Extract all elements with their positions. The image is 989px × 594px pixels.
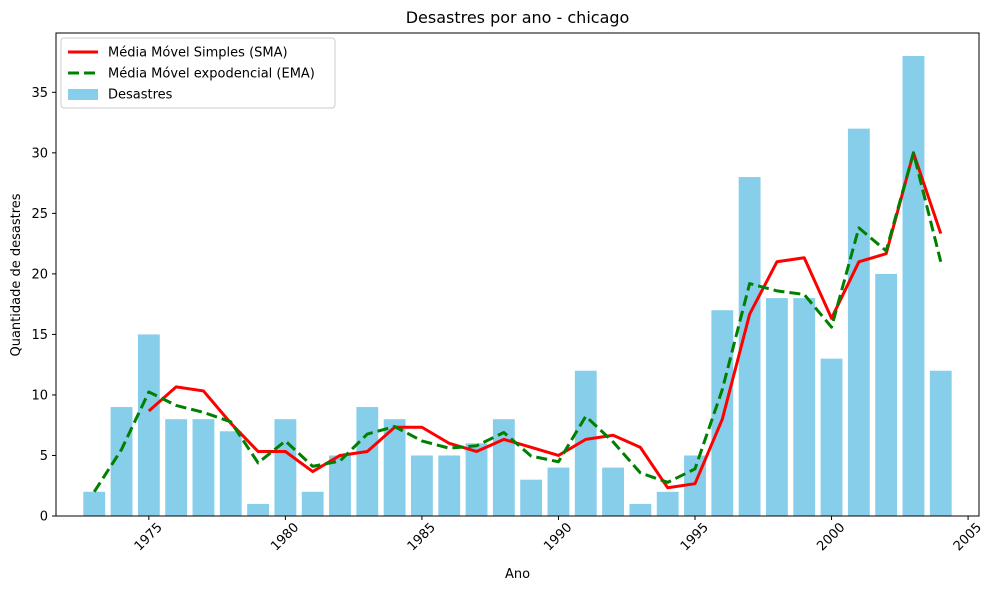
y-tick-label: 5 <box>40 449 48 464</box>
bar-1986 <box>438 455 461 516</box>
bar-1991 <box>574 370 597 516</box>
bar-1975 <box>137 334 160 516</box>
bar-2000 <box>820 358 843 516</box>
chart-title: Desastres por ano - chicago <box>406 8 630 27</box>
bar-2003 <box>902 56 925 516</box>
bar-1976 <box>165 419 188 516</box>
bar-1993 <box>629 503 652 516</box>
bar-1996 <box>711 310 734 516</box>
bar-2002 <box>875 273 898 516</box>
y-tick-label: 10 <box>31 388 48 403</box>
legend-entry-ema: Média Móvel expodencial (EMA) <box>108 67 315 82</box>
bar-1977 <box>192 419 215 516</box>
legend-entry-desastres: Desastres <box>108 88 173 103</box>
bar-1997 <box>738 177 761 517</box>
legend-box <box>60 37 336 109</box>
bar-1978 <box>219 431 242 516</box>
bar-1985 <box>411 455 433 516</box>
bar-1981 <box>301 491 324 516</box>
bar-1994 <box>656 491 679 516</box>
bar-1990 <box>547 467 570 516</box>
bar-1983 <box>356 407 379 516</box>
y-tick-label: 0 <box>40 510 48 525</box>
bar-2001 <box>847 128 870 516</box>
y-tick-label: 15 <box>31 328 48 343</box>
bar-1980 <box>274 419 297 516</box>
axes-frame <box>55 32 980 517</box>
bar-1974 <box>110 407 133 516</box>
ema-line <box>92 151 943 493</box>
x-axis-label: Ano <box>505 567 530 582</box>
bar-1989 <box>520 479 543 516</box>
bar-1982 <box>329 455 351 516</box>
bar-1987 <box>465 443 488 516</box>
legend: Média Móvel Simples (SMA) Média Móvel exp… <box>60 37 336 109</box>
bar-1984 <box>383 419 406 516</box>
sma-line <box>147 151 943 490</box>
y-tick-label: 35 <box>31 86 48 101</box>
y-tick-label: 20 <box>31 267 48 282</box>
y-axis-label: Quantidade de desastres <box>9 193 24 356</box>
legend-swatch-bar <box>68 89 98 100</box>
y-tick-label: 25 <box>31 207 48 222</box>
bar-1979 <box>247 503 269 516</box>
bar-1999 <box>793 298 816 516</box>
bar-1992 <box>602 467 624 516</box>
legend-entry-sma: Média Móvel Simples (SMA) <box>108 46 288 61</box>
bar-1973 <box>83 491 106 516</box>
y-tick-label: 30 <box>31 146 48 161</box>
bar-2004 <box>929 370 952 516</box>
bar-1998 <box>766 298 788 516</box>
